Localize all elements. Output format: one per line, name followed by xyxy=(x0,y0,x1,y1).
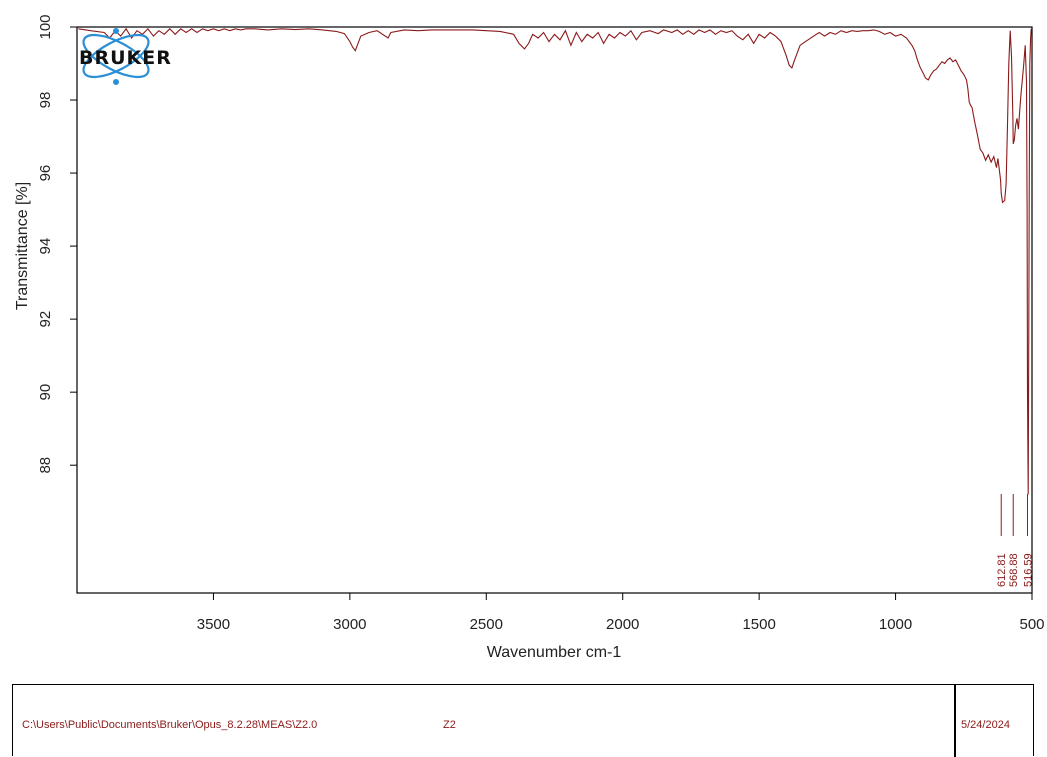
y-tick-label: 90 xyxy=(37,384,54,401)
x-axis-label: Wavenumber cm-1 xyxy=(487,644,622,661)
spectrum-chart: 3500 3000 2500 2000 1500 1000 500 100 98 96 94 92 9… xyxy=(14,14,1045,661)
footer-divider xyxy=(954,685,956,757)
sample-name: Z2 xyxy=(443,719,456,731)
y-tick-label: 88 xyxy=(37,457,54,474)
x-tick-label: 500 xyxy=(1019,616,1044,633)
peak-labels: 612.81 568.88 516.59 xyxy=(996,494,1034,587)
y-tick-label: 94 xyxy=(37,238,54,255)
footer-info-box: C:\Users\Public\Documents\Bruker\Opus_8.… xyxy=(12,684,1034,757)
atom-orbit-icon xyxy=(82,28,150,85)
plot-frame xyxy=(76,26,1033,594)
x-tick-label: 1500 xyxy=(742,616,775,633)
y-tick-label: 92 xyxy=(37,311,54,328)
bruker-logo: BRUKER xyxy=(76,26,194,88)
logo-text: BRUKER xyxy=(79,47,172,69)
y-axis-label: Transmittance [%] xyxy=(14,182,31,310)
file-path: C:\Users\Public\Documents\Bruker\Opus_8.… xyxy=(22,719,318,731)
x-tick-label: 2000 xyxy=(606,616,639,633)
x-tick-label: 1000 xyxy=(879,616,912,633)
y-tick-label: 96 xyxy=(37,165,54,182)
y-tick-label: 100 xyxy=(37,14,54,39)
peak-label: 612.81 xyxy=(996,553,1008,587)
peak-label: 568.88 xyxy=(1008,553,1020,587)
spectrum-series-line xyxy=(78,27,1032,495)
peak-label: 516.59 xyxy=(1022,553,1034,587)
x-tick-label: 2500 xyxy=(470,616,503,633)
x-axis: 3500 3000 2500 2000 1500 1000 500 xyxy=(197,593,1045,633)
x-tick-label: 3500 xyxy=(197,616,230,633)
x-tick-label: 3000 xyxy=(333,616,366,633)
measurement-date: 5/24/2024 xyxy=(961,719,1010,731)
y-tick-label: 98 xyxy=(37,92,54,109)
y-axis: 100 98 96 94 92 90 88 xyxy=(37,14,77,474)
